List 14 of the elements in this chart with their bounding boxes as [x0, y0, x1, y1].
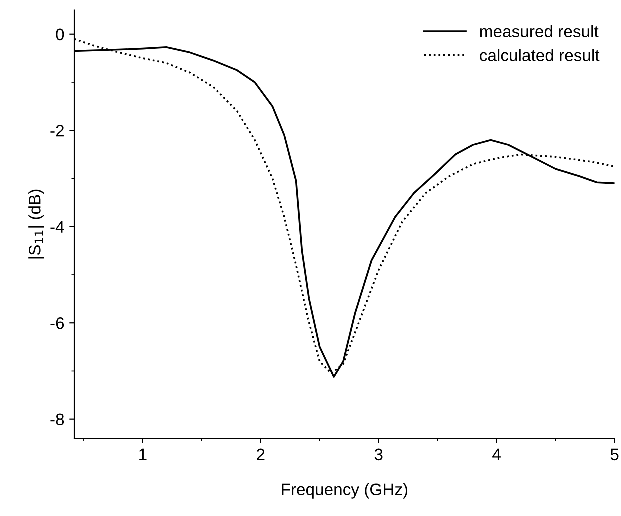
x-tick-label: 2 [257, 448, 265, 460]
legend-label: measured result [480, 25, 599, 38]
y-tick-label: -4 [50, 221, 64, 233]
y-axis-title: |S$_{11}$| (dB) [28, 190, 44, 259]
y-tick-label: 0 [56, 28, 64, 41]
x-tick-label: 5 [610, 448, 619, 461]
x-tick-label: 1 [140, 448, 147, 460]
x-axis-title: Frequency (GHz) [282, 483, 408, 499]
legend-label: calculated result [480, 49, 600, 62]
x-tick-label: 3 [374, 448, 383, 461]
x-tick-label: 4 [492, 448, 501, 460]
y-tick-label: -2 [50, 125, 64, 137]
y-tick-label: -6 [50, 318, 64, 330]
y-tick-label: -8 [50, 414, 64, 426]
